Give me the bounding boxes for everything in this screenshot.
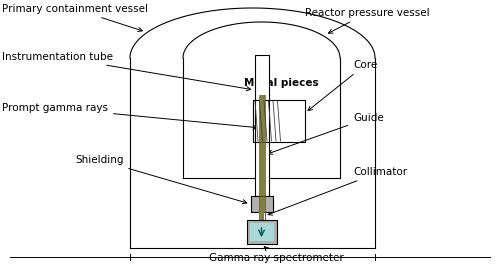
Text: Reactor pressure vessel: Reactor pressure vessel — [305, 8, 430, 33]
Text: Collimator: Collimator — [268, 167, 407, 215]
Text: Primary containment vessel: Primary containment vessel — [2, 4, 148, 31]
Bar — [258, 142, 264, 196]
Bar — [259, 212, 264, 220]
Bar — [258, 196, 264, 212]
Bar — [250, 196, 272, 212]
Text: Core: Core — [308, 60, 378, 111]
Bar — [253, 100, 305, 142]
Text: Shielding: Shielding — [75, 155, 247, 204]
Text: Metal pieces: Metal pieces — [244, 78, 319, 88]
Bar — [254, 55, 268, 100]
Bar — [246, 220, 276, 244]
Text: Instrumentation tube: Instrumentation tube — [2, 52, 250, 91]
Bar — [258, 95, 264, 142]
Text: Gamma ray spectrometer: Gamma ray spectrometer — [209, 247, 344, 263]
Bar — [254, 142, 268, 196]
Text: Guide: Guide — [268, 113, 384, 154]
Bar — [250, 223, 274, 241]
Text: Prompt gamma rays: Prompt gamma rays — [2, 103, 257, 129]
Bar — [258, 212, 264, 220]
Bar — [254, 100, 268, 142]
